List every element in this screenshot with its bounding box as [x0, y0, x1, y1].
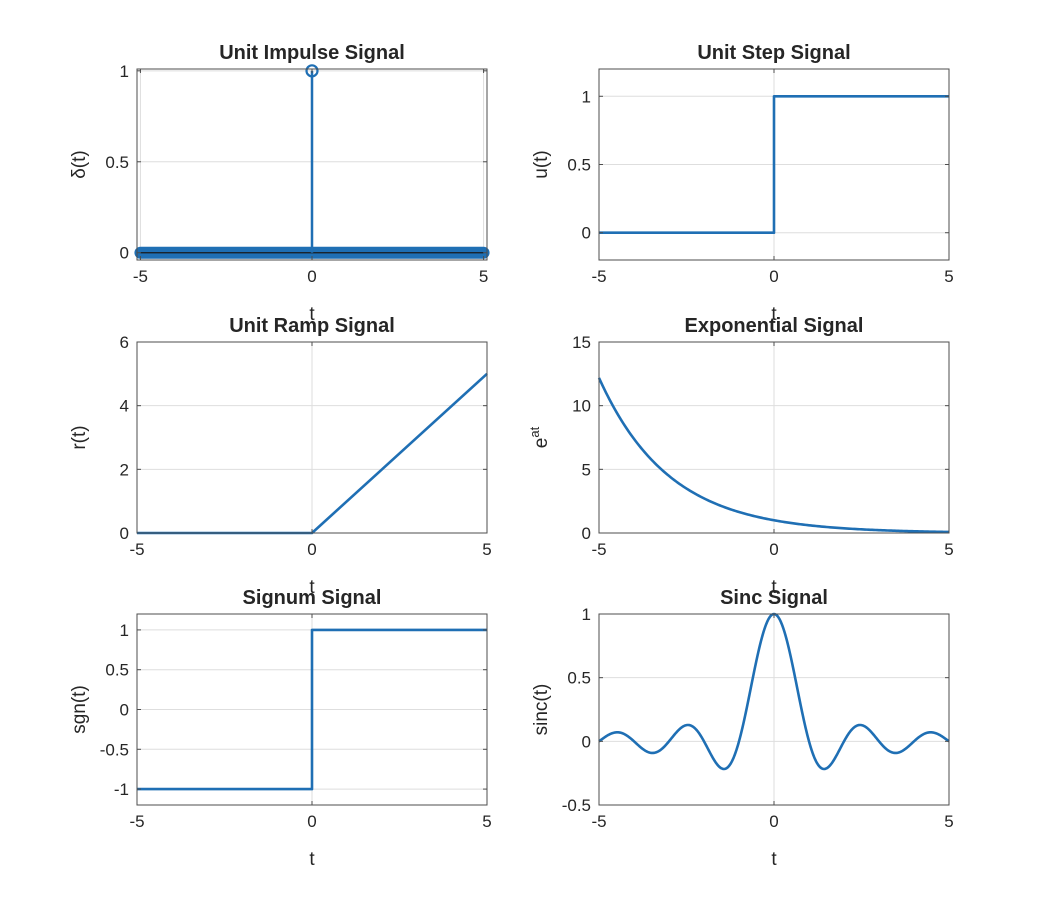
x-tick-label: -5 — [591, 267, 606, 286]
x-tick-label: -5 — [591, 540, 606, 559]
y-tick-label: 0.5 — [105, 661, 129, 680]
y-tick-label: -0.5 — [100, 740, 129, 759]
chart-title: Unit Step Signal — [697, 42, 850, 64]
chart-title: Exponential Signal — [685, 315, 864, 337]
chart-title: Signum Signal — [243, 587, 382, 609]
x-tick-label: 0 — [307, 812, 316, 831]
chart-title: Sinc Signal — [720, 587, 828, 609]
x-tick-label: 5 — [482, 812, 491, 831]
y-tick-label: -0.5 — [562, 796, 591, 815]
y-axis-label: δ(t) — [69, 150, 90, 179]
y-axis-label: r(t) — [69, 425, 90, 449]
x-tick-label: 5 — [479, 267, 488, 286]
y-axis-label: eat — [527, 426, 552, 448]
y-tick-label: 0 — [120, 244, 129, 263]
y-tick-label: 4 — [120, 397, 129, 416]
x-tick-label: 0 — [769, 267, 778, 286]
y-tick-label: 0 — [120, 701, 129, 720]
x-tick-label: 5 — [944, 812, 953, 831]
chart-title: Unit Impulse Signal — [219, 42, 405, 64]
x-tick-label: 0 — [769, 812, 778, 831]
y-axis-label-superscript: at — [527, 426, 542, 437]
series-line — [597, 377, 950, 534]
y-tick-label: -1 — [114, 780, 129, 799]
x-axis-label: t — [309, 849, 315, 870]
y-tick-label: 0.5 — [105, 153, 129, 172]
x-axis-label: t — [309, 304, 315, 325]
x-tick-label: -5 — [133, 267, 148, 286]
y-tick-label: 0 — [582, 224, 591, 243]
x-tick-label: 5 — [482, 540, 491, 559]
y-tick-label: 1 — [120, 621, 129, 640]
y-tick-label: 0.5 — [567, 156, 591, 175]
y-tick-label: 0.5 — [567, 669, 591, 688]
y-tick-label: 6 — [120, 333, 129, 352]
y-axis-label: sinc(t) — [531, 684, 552, 736]
x-tick-label: 5 — [944, 540, 953, 559]
x-tick-label: -5 — [129, 540, 144, 559]
x-tick-label: -5 — [591, 812, 606, 831]
x-tick-label: 0 — [307, 267, 316, 286]
y-tick-label: 10 — [572, 397, 591, 416]
x-tick-label: 5 — [944, 267, 953, 286]
stem-marker — [305, 64, 319, 78]
x-axis-label: t — [771, 849, 777, 870]
series-line — [599, 94, 949, 235]
x-tick-label: -5 — [129, 812, 144, 831]
x-tick-label: 0 — [307, 540, 316, 559]
y-tick-label: 0 — [582, 524, 591, 543]
x-axis-label: t — [771, 304, 777, 325]
x-axis-label: t — [309, 577, 315, 598]
panel-5: -5 0 5 -1 -0.5 0 0.5 1 Signum Signal t sgn(t) — [69, 587, 492, 870]
y-tick-label: 0 — [120, 524, 129, 543]
x-axis-label: t — [771, 577, 777, 598]
y-tick-label: 1 — [120, 62, 129, 81]
y-tick-label: 2 — [120, 460, 129, 479]
series-line — [137, 628, 487, 791]
y-tick-label: 1 — [582, 605, 591, 624]
y-tick-label: 1 — [582, 87, 591, 106]
chart-title: Unit Ramp Signal — [229, 315, 395, 337]
y-tick-label: 15 — [572, 333, 591, 352]
panel-2: -5 0 5 0 0.5 1 Unit Step Signal t u(t) — [531, 42, 954, 325]
y-tick-label: 0 — [582, 732, 591, 751]
y-axis-label: u(t) — [531, 150, 552, 179]
y-tick-label: 5 — [582, 460, 591, 479]
x-tick-label: 0 — [769, 540, 778, 559]
panel-6: -5 0 5 -0.5 0 0.5 1 Sinc Signal t sinc(t) — [531, 587, 954, 870]
y-axis-label: sgn(t) — [69, 685, 90, 734]
